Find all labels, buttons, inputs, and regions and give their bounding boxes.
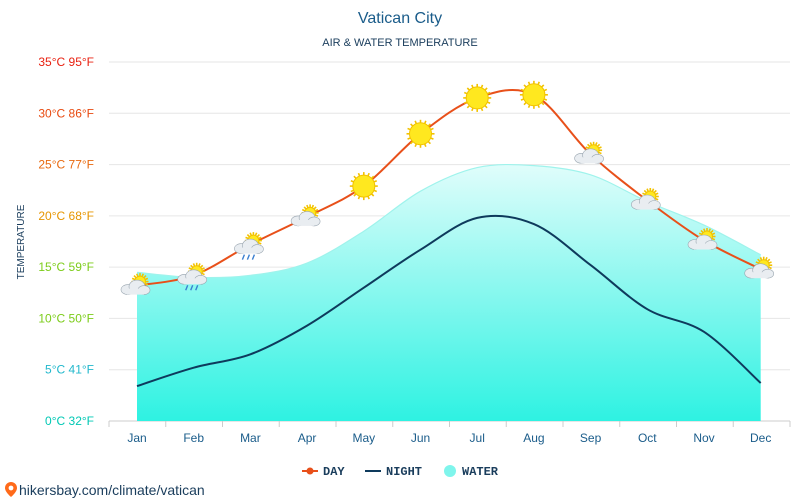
y-tick-label: 10°C 50°F [38, 311, 94, 325]
legend-night[interactable]: NIGHT [365, 465, 422, 479]
legend-water-marker [444, 465, 456, 477]
x-tick-label: Oct [638, 431, 657, 445]
legend-water[interactable]: WATER [444, 465, 499, 479]
y-tick-label: 20°C 68°F [38, 209, 94, 223]
x-tick-labels: Jan Feb Mar Apr May Jun Jul Aug Sep Oct Nov Dec [127, 431, 771, 445]
legend-night-label: NIGHT [386, 465, 422, 479]
night-series [136, 214, 762, 388]
location-pin-icon [5, 482, 17, 497]
legend-water-label: WATER [462, 465, 499, 479]
x-tick-label: Dec [750, 431, 771, 445]
y-tick-label: 30°C 86°F [38, 106, 94, 120]
x-tick-label: Nov [693, 431, 714, 445]
night-line [136, 214, 762, 388]
source-url: hikersbay.com/climate/vatican [19, 482, 205, 498]
legend: DAY NIGHT WATER [302, 465, 499, 479]
legend-day-label: DAY [323, 465, 345, 479]
x-tick-label: Mar [240, 431, 261, 445]
cloud-sun-icon [574, 141, 604, 164]
x-tick-label: Jul [470, 431, 485, 445]
legend-day[interactable]: DAY [302, 465, 345, 479]
cloud-sun-icon [744, 256, 775, 279]
y-axis-label: TEMPERATURE [16, 204, 27, 279]
weather-icons [120, 80, 775, 295]
water-area [137, 164, 761, 421]
y-tick-label: 0°C 32°F [45, 414, 94, 428]
cloud-sun-icon [290, 204, 321, 227]
x-tick-label: Apr [298, 431, 317, 445]
x-tick-label: Jan [127, 431, 146, 445]
y-tick-labels: 0°C 32°F 5°C 41°F 10°C 50°F 15°C 59°F 20°C 6… [38, 55, 94, 428]
y-tick-label: 25°C 77°F [38, 158, 94, 172]
sun-icon [406, 119, 435, 148]
y-tick-label: 35°C 95°F [38, 55, 94, 69]
cloud-sun-icon [120, 273, 151, 295]
water-series [136, 163, 761, 421]
cloud-sun-rain-icon [234, 232, 264, 260]
source-link[interactable]: hikersbay.com/climate/vatican [5, 482, 205, 498]
x-tick-label: May [352, 431, 375, 445]
cloud-sun-icon [687, 228, 718, 250]
cloud-sun-rain-icon [177, 262, 207, 291]
sun-icon [463, 83, 492, 112]
sun-icon [349, 172, 378, 201]
sun-icon [519, 80, 548, 109]
legend-day-marker [306, 467, 314, 475]
x-tick-label: Sep [580, 431, 602, 445]
x-tick-label: Feb [183, 431, 204, 445]
chart-title: Vatican City [358, 10, 442, 27]
x-tick-label: Jun [411, 431, 430, 445]
y-tick-label: 15°C 59°F [38, 260, 94, 274]
cloud-sun-icon [630, 188, 661, 210]
y-tick-label: 5°C 41°F [45, 363, 94, 377]
chart-subtitle: AIR & WATER TEMPERATURE [322, 37, 477, 49]
x-tick-label: Aug [523, 431, 544, 445]
